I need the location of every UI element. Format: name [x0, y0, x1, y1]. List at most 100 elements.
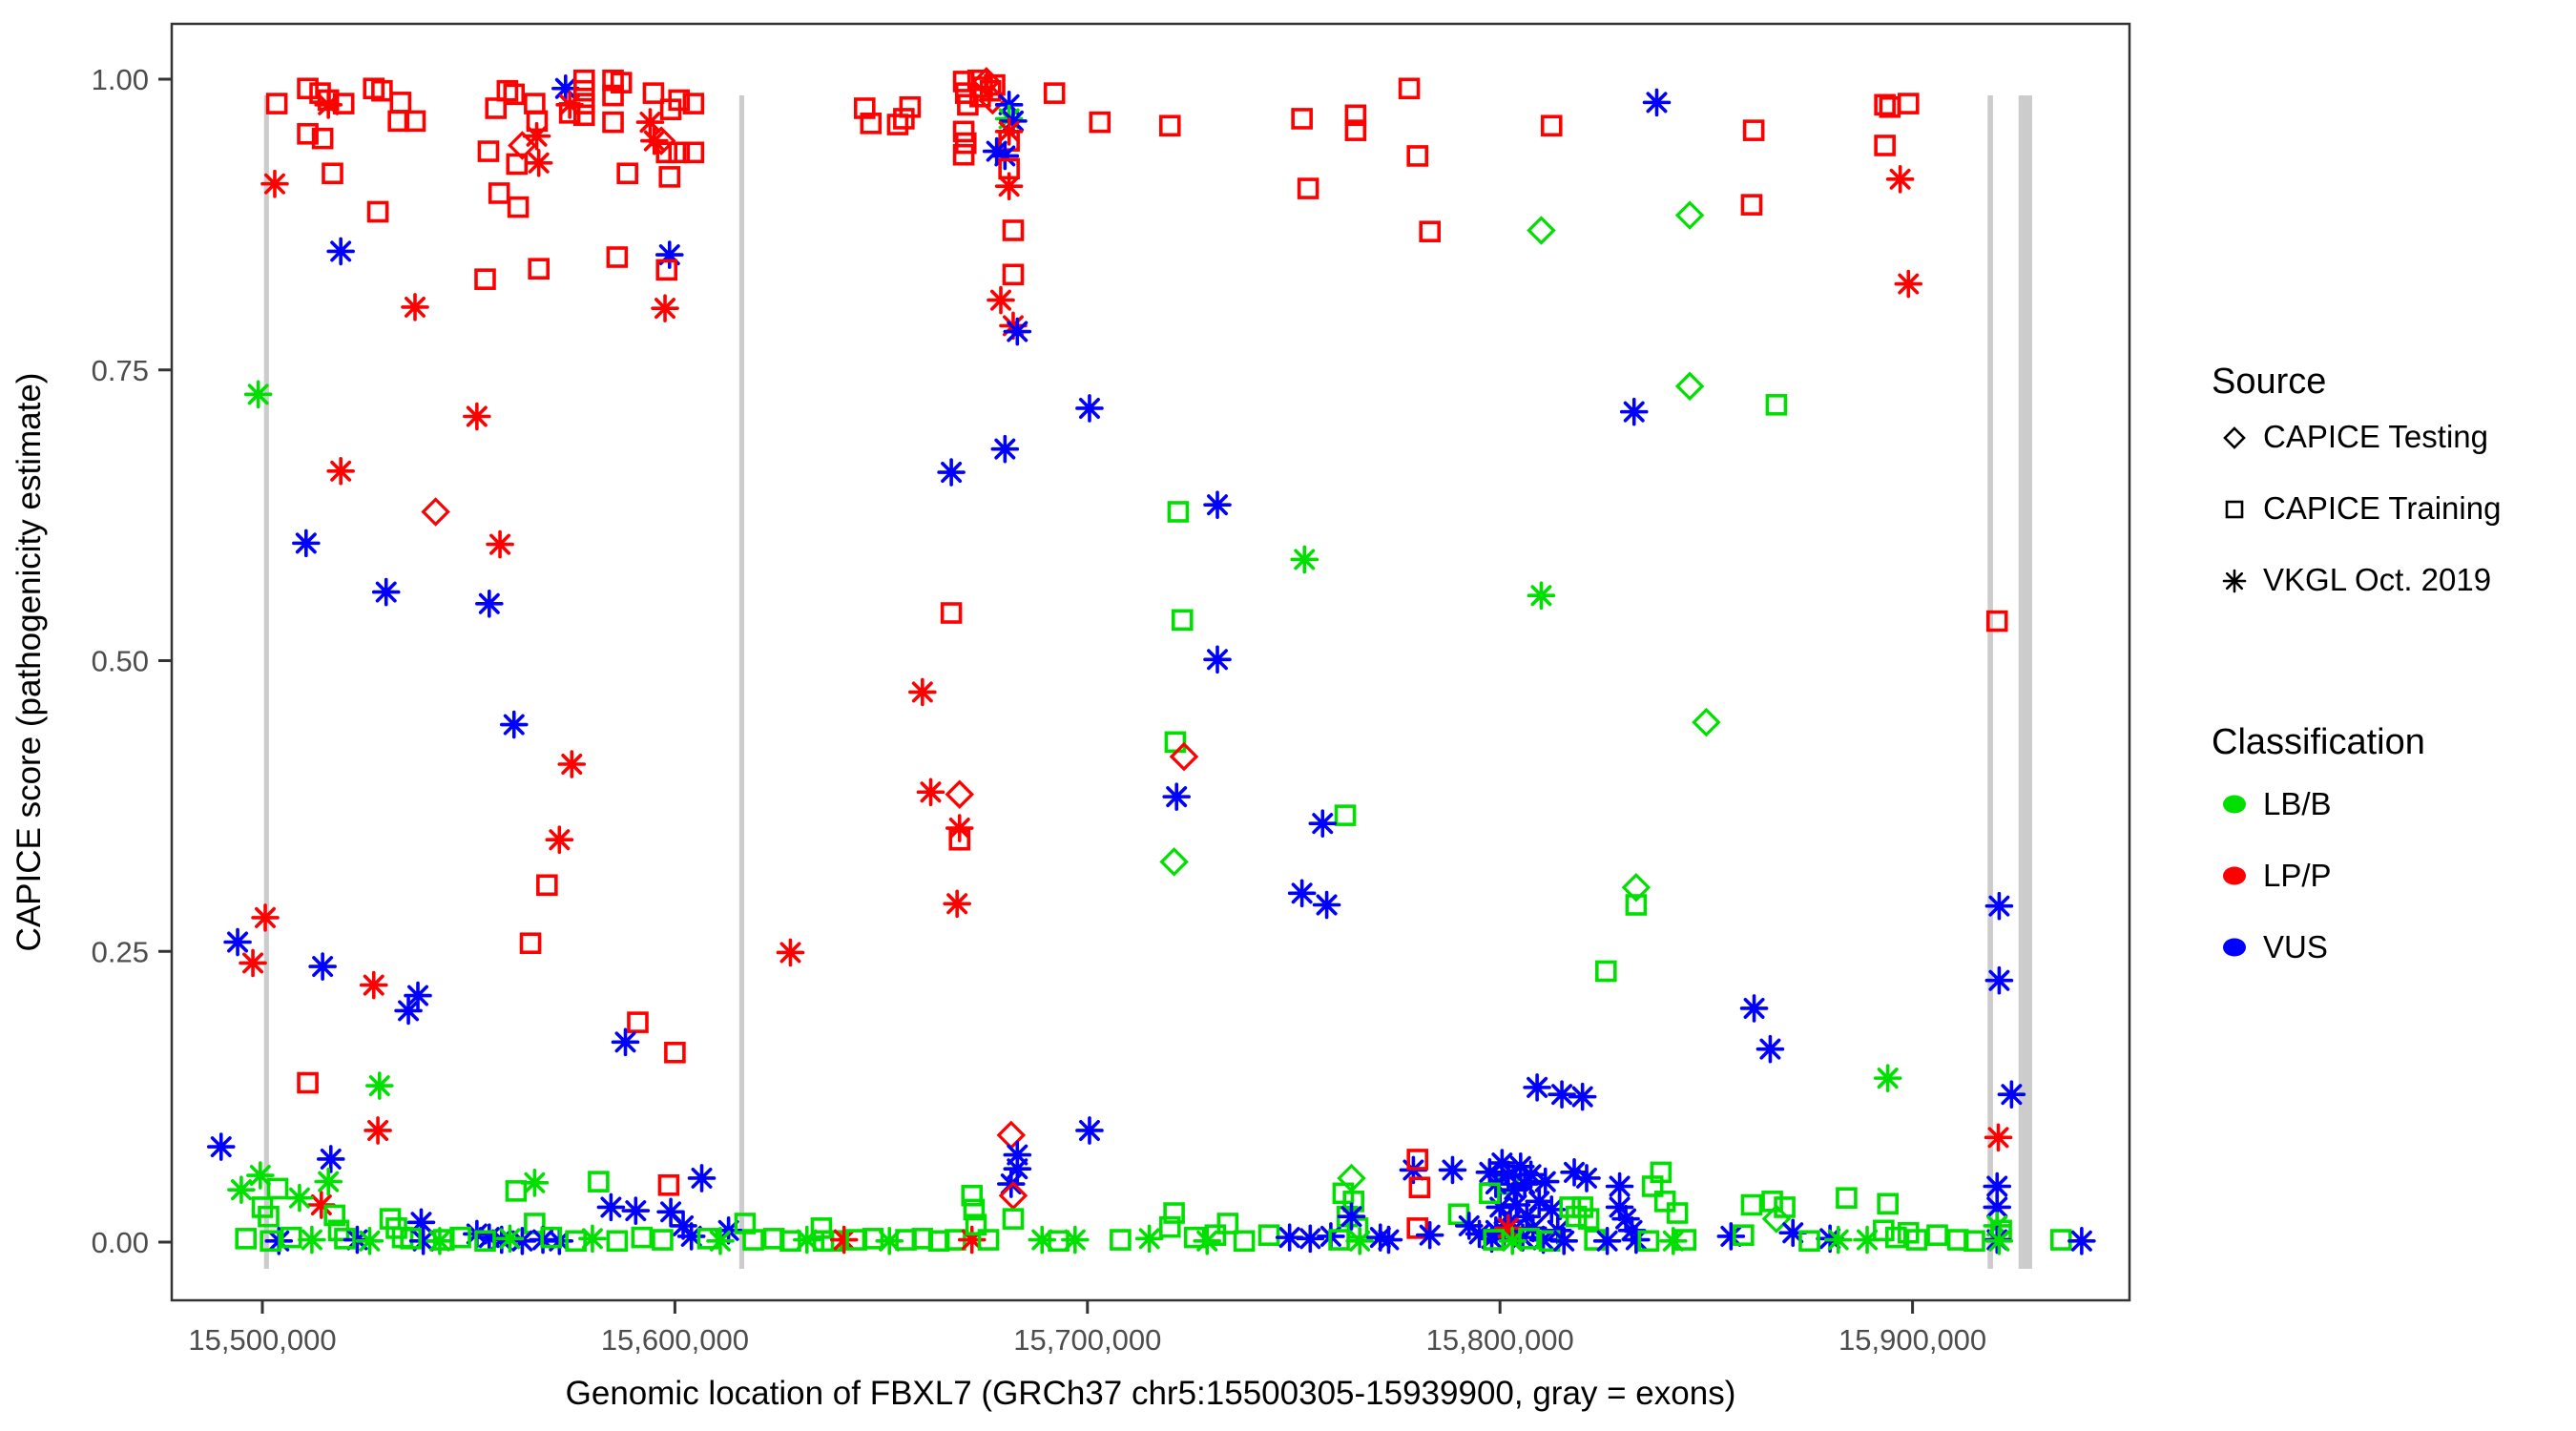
point-square [655, 259, 678, 281]
exon-regions [263, 95, 2032, 1269]
data-points [206, 67, 2096, 1255]
point-square [1742, 119, 1765, 141]
point-square [1233, 1230, 1256, 1253]
point-asterisk [1075, 394, 1104, 423]
point-asterisk [307, 1191, 336, 1219]
x-axis-title: Genomic location of FBXL7 (GRCh37 chr5:1… [566, 1375, 1736, 1412]
plot-border [170, 22, 2131, 1302]
point-asterisk [557, 750, 587, 778]
point-square [1836, 1187, 1858, 1209]
x-tick-label: 15,600,000 [601, 1323, 749, 1357]
y-tick-label: 0.75 [92, 354, 149, 387]
point-square [1089, 111, 1111, 134]
point-square [984, 73, 1006, 96]
legend-item-lp-p: LP/P [2223, 858, 2332, 893]
point-asterisk [1374, 1225, 1403, 1255]
point-square [1653, 1191, 1676, 1213]
point-asterisk [1134, 1224, 1164, 1254]
point-asterisk [1061, 1225, 1090, 1255]
point-square [1479, 1182, 1501, 1205]
point-square [860, 113, 883, 135]
point-asterisk [524, 148, 553, 177]
point-asterisk [1984, 1226, 2014, 1255]
point-square [280, 1226, 302, 1249]
point-diamond [421, 497, 450, 527]
exon-bar [738, 95, 745, 1269]
point-asterisk [1619, 397, 1649, 426]
point-asterisk [1415, 1220, 1444, 1250]
point-asterisk [1605, 1172, 1634, 1201]
point-square [572, 104, 595, 127]
point-square [297, 122, 319, 145]
point-square [528, 258, 551, 280]
point-asterisk [651, 294, 679, 322]
point-asterisk [1525, 1187, 1554, 1216]
point-square [1002, 219, 1025, 241]
point-square [477, 140, 500, 162]
point-square [1043, 82, 1066, 104]
point-asterisk [1778, 1218, 1807, 1248]
point-square [260, 1230, 281, 1253]
point-square [1171, 609, 1194, 632]
point-asterisk [486, 529, 514, 559]
point-square [1985, 610, 2008, 633]
point-asterisk [285, 1183, 314, 1213]
point-square [606, 1230, 629, 1253]
x-tick-label: 15,700,000 [1013, 1323, 1161, 1357]
exon-bar [263, 95, 269, 1269]
point-square [536, 874, 558, 897]
point-square [1518, 1228, 1540, 1250]
point-asterisk [1530, 1167, 1560, 1196]
point-asterisk [1502, 1191, 1531, 1219]
point-asterisk [326, 237, 355, 266]
point-square [1625, 894, 1648, 916]
legend-item-vkgl-oct-2019: VKGL Oct. 2019 [2222, 562, 2491, 597]
x-tick-label: 15,800,000 [1426, 1323, 1574, 1357]
point-diamond [996, 1120, 1027, 1151]
point-square [1637, 1230, 1660, 1253]
point-asterisk [1508, 1223, 1537, 1252]
point-asterisk [994, 172, 1024, 200]
point-square [954, 132, 977, 155]
point-asterisk [1510, 1170, 1539, 1198]
point-asterisk [1983, 1172, 2012, 1201]
legend-classification-title: Classification [2212, 722, 2425, 762]
point-square [1885, 1226, 1907, 1249]
point-asterisk [1498, 1226, 1527, 1255]
point-square [366, 200, 389, 223]
point-asterisk [463, 402, 491, 431]
point-square [682, 93, 705, 114]
point-square [1216, 1213, 1239, 1234]
point-asterisk [1592, 1226, 1622, 1255]
point-square [1540, 114, 1563, 137]
point-asterisk [639, 126, 669, 156]
point-asterisk [1485, 1192, 1514, 1222]
point-square [602, 111, 624, 134]
point-asterisk [1487, 1149, 1517, 1177]
point-square [524, 93, 546, 114]
point-asterisk [426, 1226, 454, 1255]
point-asterisk [654, 240, 684, 269]
point-square [332, 93, 355, 114]
point-diamond [1169, 741, 1199, 772]
point-square [588, 1171, 610, 1192]
legend-item-vus: VUS [2223, 929, 2328, 964]
y-tick-label: 0.00 [92, 1226, 149, 1259]
point-asterisk [364, 1116, 392, 1145]
point-square [474, 1230, 496, 1253]
point-square [616, 162, 638, 185]
point-square [389, 92, 412, 114]
point-asterisk [1203, 645, 1232, 674]
point-asterisk [223, 927, 252, 957]
point-square [565, 1230, 587, 1253]
point-asterisk [298, 1225, 326, 1255]
point-asterisk [1477, 1224, 1506, 1254]
point-square [572, 79, 595, 102]
point-square [1158, 1215, 1181, 1238]
legend-item-capice-training: CAPICE Training [2225, 490, 2501, 526]
point-asterisk [1296, 1224, 1325, 1254]
point-asterisk [371, 577, 401, 607]
y-tick-label: 1.00 [92, 63, 149, 96]
point-asterisk [1885, 165, 1915, 194]
